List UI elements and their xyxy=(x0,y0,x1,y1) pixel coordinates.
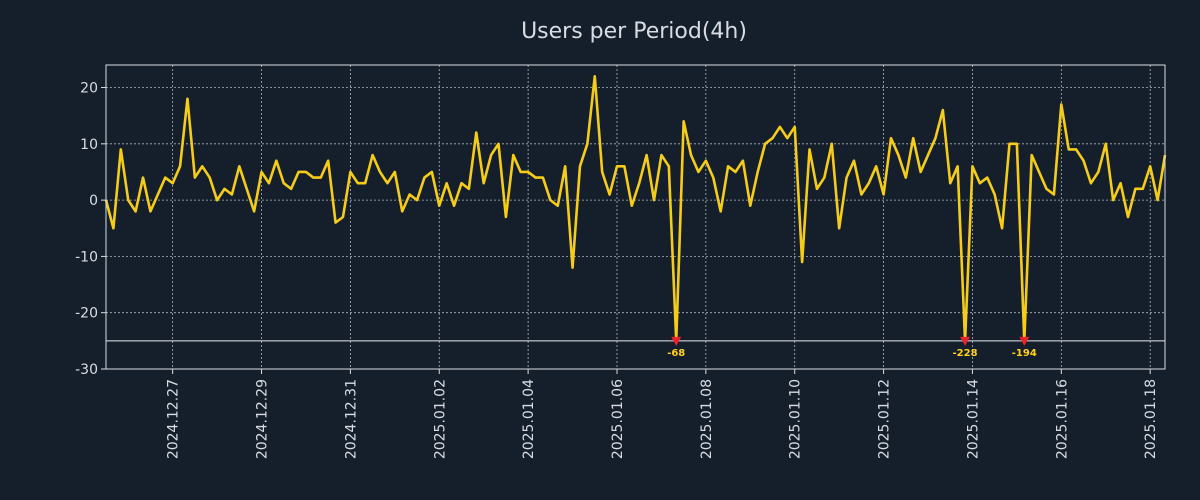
chart-title: Users per Period(4h) xyxy=(521,19,747,44)
y-tick-label: -10 xyxy=(75,249,98,265)
outlier-label: -194 xyxy=(1012,348,1037,359)
x-tick-label: 2025.01.12 xyxy=(877,379,893,459)
x-tick-label: 2025.01.08 xyxy=(699,379,715,459)
outlier-label: -228 xyxy=(953,348,978,359)
y-tick-label: -30 xyxy=(75,362,98,378)
marker-layer: -68 -228 -194 xyxy=(667,336,1037,359)
outlier-marker xyxy=(671,336,682,346)
y-tick-label: 0 xyxy=(89,193,98,209)
outlier-marker xyxy=(1019,336,1030,346)
x-tick-label: 2025.01.06 xyxy=(610,379,626,459)
tick-layer: 20 10 0 -10 -20 -30 2024.12.27 2024.12.29 2024.1… xyxy=(75,81,1159,460)
grid-layer xyxy=(106,65,1165,370)
x-tick-label: 2025.01.04 xyxy=(521,379,537,459)
y-tick-label: 20 xyxy=(80,81,98,97)
series-line xyxy=(104,74,1167,343)
x-tick-label: 2025.01.16 xyxy=(1054,379,1070,459)
x-tick-label: 2025.01.14 xyxy=(965,379,981,459)
plot-frame xyxy=(105,64,1166,370)
x-tick-label: 2024.12.31 xyxy=(343,379,359,459)
outlier-label: -68 xyxy=(667,348,685,359)
x-tick-label: 2025.01.18 xyxy=(1143,379,1159,459)
series-layer xyxy=(104,74,1167,343)
outlier-marker xyxy=(960,336,971,346)
x-tick-label: 2024.12.29 xyxy=(255,379,271,459)
y-tick-label: 10 xyxy=(80,137,98,153)
y-tick-label: -20 xyxy=(75,306,98,322)
x-tick-label: 2025.01.10 xyxy=(788,379,804,459)
x-tick-label: 2024.12.27 xyxy=(166,379,182,459)
x-tick-label: 2025.01.02 xyxy=(432,379,448,459)
